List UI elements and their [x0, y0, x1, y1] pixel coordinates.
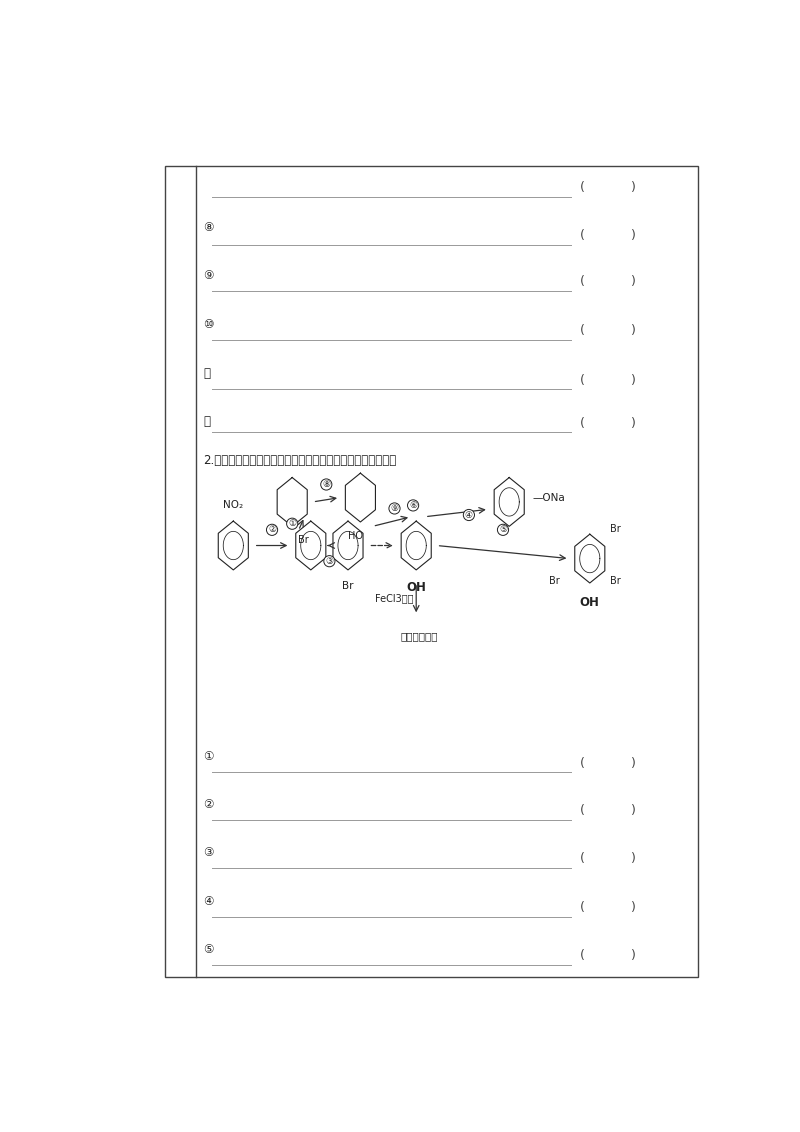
Text: 溶液显＿＿色: 溶液显＿＿色 [401, 631, 438, 641]
Text: NO₂: NO₂ [223, 499, 243, 509]
Text: HO: HO [348, 531, 363, 541]
Text: ⑤: ⑤ [499, 525, 507, 534]
Text: ⑨: ⑨ [203, 268, 214, 282]
Text: ④: ④ [465, 511, 473, 520]
Text: Br: Br [342, 581, 354, 591]
Text: ⑫: ⑫ [203, 415, 210, 428]
Text: ⑧: ⑧ [203, 221, 214, 234]
Text: OH: OH [406, 581, 426, 594]
Text: ①: ① [203, 749, 214, 763]
Text: ⑤: ⑤ [203, 943, 214, 955]
Text: ⑨: ⑨ [390, 504, 398, 513]
Text: Br: Br [610, 576, 621, 586]
Text: ): ) [630, 417, 636, 429]
Text: ⑩: ⑩ [203, 318, 214, 331]
Text: ): ) [630, 852, 636, 865]
Text: 2.请完成下列有机物的相互转化，并注明反应条件及反应类型: 2.请完成下列有机物的相互转化，并注明反应条件及反应类型 [203, 454, 397, 466]
Text: (: ( [580, 852, 585, 865]
Text: OH: OH [580, 597, 600, 609]
Bar [165, 166, 698, 977]
Text: ): ) [630, 275, 636, 289]
Text: Br: Br [610, 524, 621, 534]
Text: ①: ① [288, 520, 296, 529]
Text: ③: ③ [203, 846, 214, 859]
Text: ): ) [630, 181, 636, 195]
Text: (: ( [580, 324, 585, 337]
Text: (: ( [580, 275, 585, 289]
Text: (: ( [580, 417, 585, 429]
Text: FeCl3溶液: FeCl3溶液 [374, 593, 413, 603]
Text: ): ) [630, 756, 636, 770]
Text: ⑥: ⑥ [409, 501, 417, 509]
Text: ③: ③ [326, 557, 334, 566]
Text: —ONa: —ONa [533, 494, 566, 504]
Text: ②: ② [203, 798, 214, 811]
Text: (: ( [580, 756, 585, 770]
Text: ): ) [630, 949, 636, 962]
Text: ): ) [630, 324, 636, 337]
Text: (: ( [580, 229, 585, 242]
Text: (: ( [580, 901, 585, 915]
Text: Br: Br [550, 576, 560, 586]
Text: (: ( [580, 949, 585, 962]
Text: ⑪: ⑪ [203, 367, 210, 380]
Text: ⑧: ⑧ [322, 480, 330, 489]
Text: ): ) [630, 901, 636, 915]
Text: Br: Br [298, 535, 309, 544]
Text: ④: ④ [203, 894, 214, 908]
Text: ): ) [630, 229, 636, 242]
Text: ): ) [630, 374, 636, 387]
Text: ): ) [630, 805, 636, 817]
Text: (: ( [580, 181, 585, 195]
Text: ②: ② [268, 525, 276, 534]
Text: (: ( [580, 374, 585, 387]
Text: (: ( [580, 805, 585, 817]
